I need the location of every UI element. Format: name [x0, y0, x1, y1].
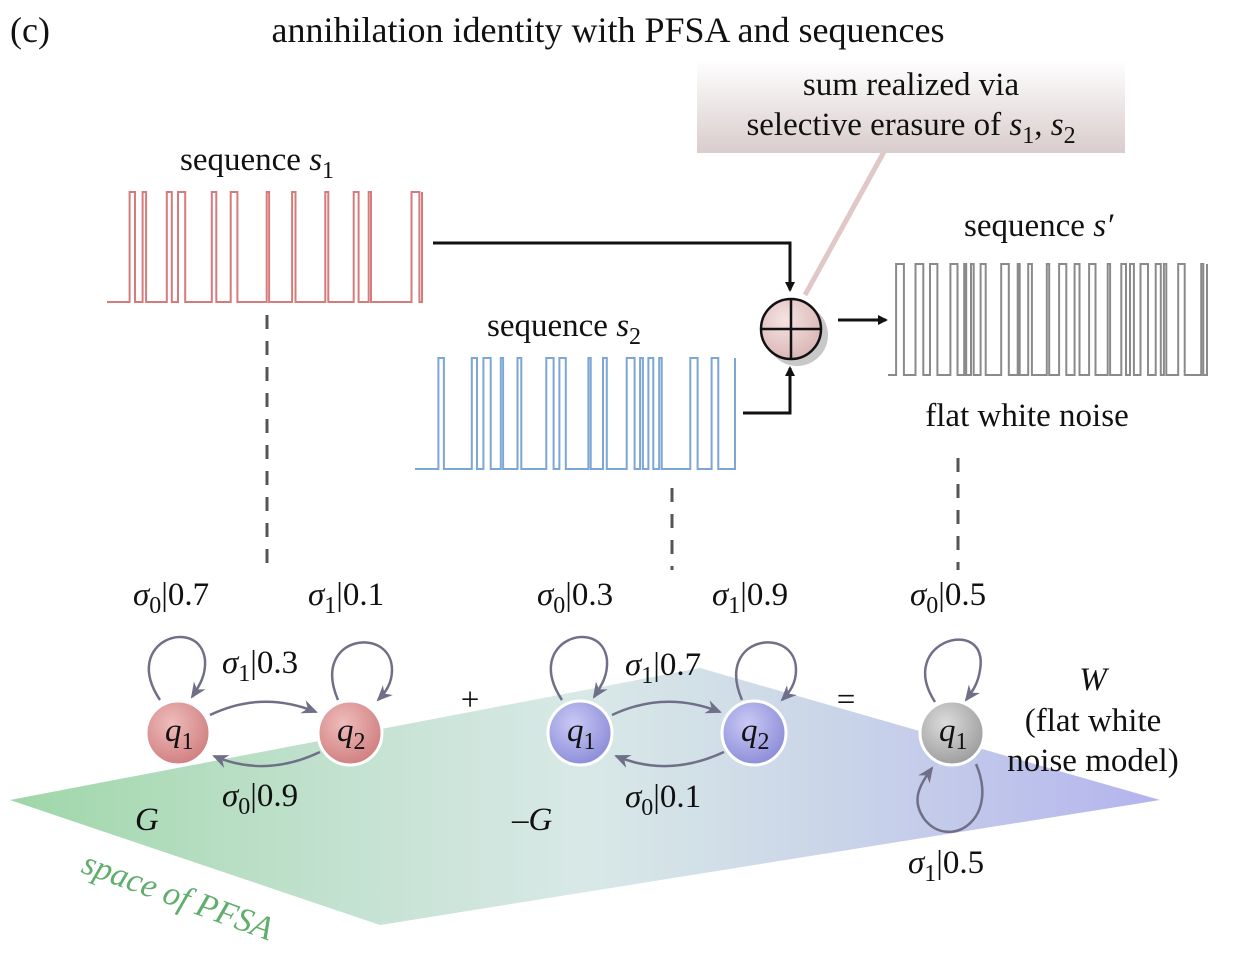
plus-operator: + [461, 682, 480, 718]
negG-state-q2-label: q2 [741, 713, 770, 755]
negG-state-q1 [546, 699, 614, 767]
W-state-q1-label: q1 [939, 713, 968, 755]
negG-edge-q2-q1 [614, 750, 725, 768]
W-loop-top-label: σ0|0.5 [910, 577, 986, 619]
G-state-q2 [316, 699, 384, 767]
callout-pointer [802, 148, 888, 297]
sequence-s2-label: sequence s2 [487, 308, 641, 350]
negG-state-q2 [720, 699, 788, 767]
W-loop-top [923, 638, 982, 703]
G-name: G [135, 802, 159, 838]
G-edge-q1-q2-label: σ1|0.3 [222, 645, 298, 687]
G-state-q2-label: q2 [337, 713, 366, 755]
callout-line2: selective erasure of s1, s2 [746, 107, 1075, 149]
negG-edge-q1-q2-label: σ1|0.7 [625, 647, 701, 689]
arrow-s2-to-sum [743, 366, 795, 415]
equals-operator: = [837, 682, 856, 718]
G-edge-q2-q1 [212, 750, 321, 768]
negG-loop-q2 [734, 641, 798, 702]
negG-name: –G [511, 802, 553, 838]
W-loop-bottom [916, 763, 984, 833]
G-edge-q2-q1-label: σ0|0.9 [222, 778, 298, 820]
sequence-s1-waveform [107, 191, 423, 303]
pfsa-G: q1 q2 σ0|0.7 σ1|0.1 σ1|0.3 σ0|0.9 G [133, 577, 394, 838]
sequence-sprime-label: sequence s′ [964, 208, 1114, 244]
W-desc-line2: noise model) [1007, 743, 1178, 779]
sequence-sprime-waveform [888, 263, 1208, 376]
G-state-q1 [144, 699, 212, 767]
arrow-s1-to-sum [433, 241, 795, 292]
negG-loop-q1-label: σ0|0.3 [537, 577, 613, 619]
pfsa-negG: q1 q2 σ0|0.3 σ1|0.9 σ1|0.7 σ0|0.1 –G [511, 577, 798, 838]
negG-edge-q1-q2 [611, 700, 722, 717]
G-loop-q2 [330, 641, 394, 702]
panel-title: annihilation identity with PFSA and sequ… [272, 10, 945, 50]
negG-edge-q2-q1-label: σ0|0.1 [625, 779, 701, 821]
W-desc-line1: (flat white [1025, 703, 1162, 739]
G-loop-q1-label: σ0|0.7 [133, 577, 209, 619]
sequence-s1-label: sequence s1 [180, 142, 334, 184]
sequence-s2-waveform [415, 357, 736, 470]
callout-line1: sum realized via [803, 67, 1020, 103]
negG-loop-q1 [549, 635, 609, 701]
G-edge-q1-q2 [209, 700, 318, 717]
sequence-sprime-caption: flat white noise [925, 398, 1128, 434]
G-loop-q2-label: σ1|0.1 [308, 577, 384, 619]
panel-label: (c) [10, 10, 50, 50]
W-state-q1 [918, 699, 986, 767]
callout-box [697, 60, 1125, 153]
W-loop-bottom-label: σ1|0.5 [908, 845, 984, 887]
G-state-q1-label: q1 [165, 713, 194, 755]
W-name: W [1079, 662, 1109, 698]
pfsa-W: q1 σ0|0.5 σ1|0.5 W (flat white noise mod… [908, 577, 1179, 887]
G-loop-q1 [147, 635, 207, 701]
pfsa-plane [10, 668, 1160, 925]
negG-state-q1-label: q1 [567, 713, 596, 755]
negG-loop-q2-label: σ1|0.9 [712, 577, 788, 619]
